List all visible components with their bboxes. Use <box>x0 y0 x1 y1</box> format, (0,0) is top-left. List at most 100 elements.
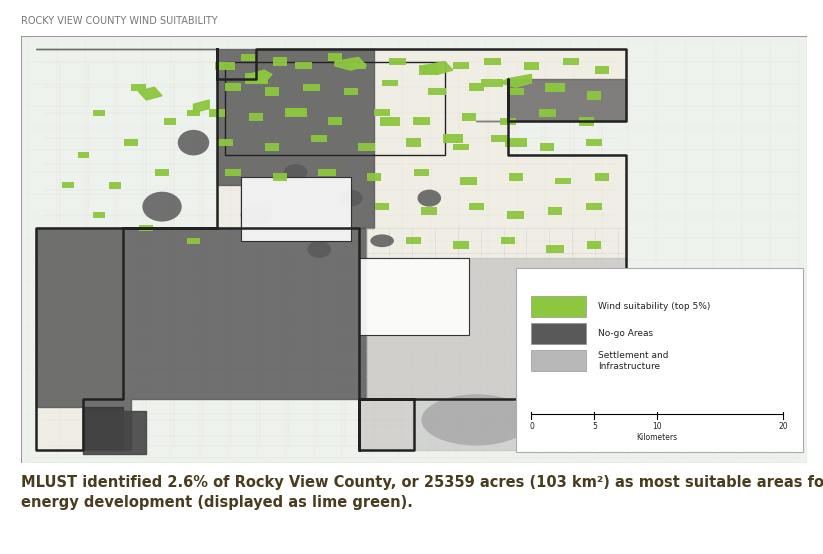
Bar <box>595 66 609 74</box>
Bar <box>469 83 483 91</box>
Polygon shape <box>36 49 625 450</box>
Bar <box>303 84 320 91</box>
Bar <box>139 224 153 232</box>
Bar <box>532 296 587 317</box>
Bar <box>62 182 73 188</box>
Bar <box>123 139 137 146</box>
Bar <box>375 203 389 210</box>
Bar <box>287 109 305 116</box>
Bar <box>420 65 439 75</box>
Ellipse shape <box>308 241 331 258</box>
Text: 20: 20 <box>779 423 788 432</box>
Bar <box>491 135 509 142</box>
FancyBboxPatch shape <box>516 269 802 452</box>
Bar <box>587 203 602 210</box>
Bar <box>588 241 602 249</box>
Bar <box>77 152 90 158</box>
Bar <box>225 168 240 176</box>
Bar <box>469 203 483 210</box>
Bar <box>429 88 446 95</box>
Text: Kilometers: Kilometers <box>637 433 678 442</box>
Bar <box>407 237 421 244</box>
Bar <box>422 66 436 74</box>
Polygon shape <box>477 79 625 121</box>
Bar <box>240 177 351 241</box>
Bar <box>311 135 327 142</box>
Bar <box>225 61 445 156</box>
Text: ROCKY VIEW COUNTY WIND SUITABILITY: ROCKY VIEW COUNTY WIND SUITABILITY <box>21 16 217 26</box>
Bar <box>587 139 602 146</box>
Bar <box>344 88 358 95</box>
Ellipse shape <box>421 394 532 445</box>
Polygon shape <box>36 49 374 228</box>
Text: No-go Areas: No-go Areas <box>598 329 653 338</box>
Bar <box>546 83 564 91</box>
Bar <box>555 178 570 184</box>
Text: Infrastructure: Infrastructure <box>598 362 660 371</box>
Bar <box>187 110 200 116</box>
Polygon shape <box>83 412 146 454</box>
Ellipse shape <box>142 192 182 222</box>
Bar <box>244 73 268 84</box>
Bar <box>407 138 421 147</box>
Polygon shape <box>249 70 272 83</box>
Bar <box>367 173 381 181</box>
Ellipse shape <box>284 164 308 181</box>
Bar <box>500 118 516 125</box>
Bar <box>509 172 523 181</box>
Text: Settlement and: Settlement and <box>598 351 669 361</box>
Polygon shape <box>421 61 453 74</box>
Polygon shape <box>359 399 625 450</box>
Bar <box>532 350 587 371</box>
Bar <box>588 91 602 100</box>
Bar <box>265 87 279 96</box>
Bar <box>483 58 501 65</box>
Bar <box>249 113 263 121</box>
Polygon shape <box>83 407 123 450</box>
Bar <box>187 238 200 244</box>
Bar <box>595 173 609 181</box>
Bar <box>319 169 336 176</box>
Bar <box>358 143 375 151</box>
Ellipse shape <box>339 189 362 207</box>
Bar <box>295 63 312 69</box>
Bar <box>273 172 287 181</box>
Bar <box>389 58 407 65</box>
Polygon shape <box>500 74 532 87</box>
Bar <box>217 139 233 146</box>
Bar <box>285 108 307 117</box>
Bar <box>443 134 463 143</box>
Bar <box>540 142 554 151</box>
Bar <box>374 109 390 116</box>
Bar <box>380 117 400 126</box>
Ellipse shape <box>178 130 209 156</box>
Bar <box>532 322 587 344</box>
Bar <box>453 241 468 249</box>
Bar <box>524 61 538 70</box>
Bar <box>209 109 225 117</box>
Polygon shape <box>193 100 209 113</box>
Bar <box>215 62 235 70</box>
Bar <box>453 143 468 150</box>
Bar <box>421 207 437 215</box>
Bar <box>462 113 476 121</box>
Bar <box>351 63 366 69</box>
Ellipse shape <box>370 234 394 247</box>
Bar <box>548 207 562 215</box>
Bar <box>453 63 468 69</box>
Bar <box>265 142 279 151</box>
Bar <box>545 83 565 92</box>
Text: 10: 10 <box>653 423 662 432</box>
Text: 0: 0 <box>529 423 534 432</box>
Bar <box>546 245 564 253</box>
Polygon shape <box>366 258 625 399</box>
Bar <box>164 118 176 125</box>
Polygon shape <box>138 87 162 100</box>
Text: Wind suitability (top 5%): Wind suitability (top 5%) <box>598 302 710 311</box>
Bar <box>538 109 556 117</box>
Bar <box>359 258 468 335</box>
Ellipse shape <box>240 204 272 226</box>
Bar <box>501 237 515 244</box>
Bar <box>481 79 503 87</box>
Bar <box>504 138 527 147</box>
